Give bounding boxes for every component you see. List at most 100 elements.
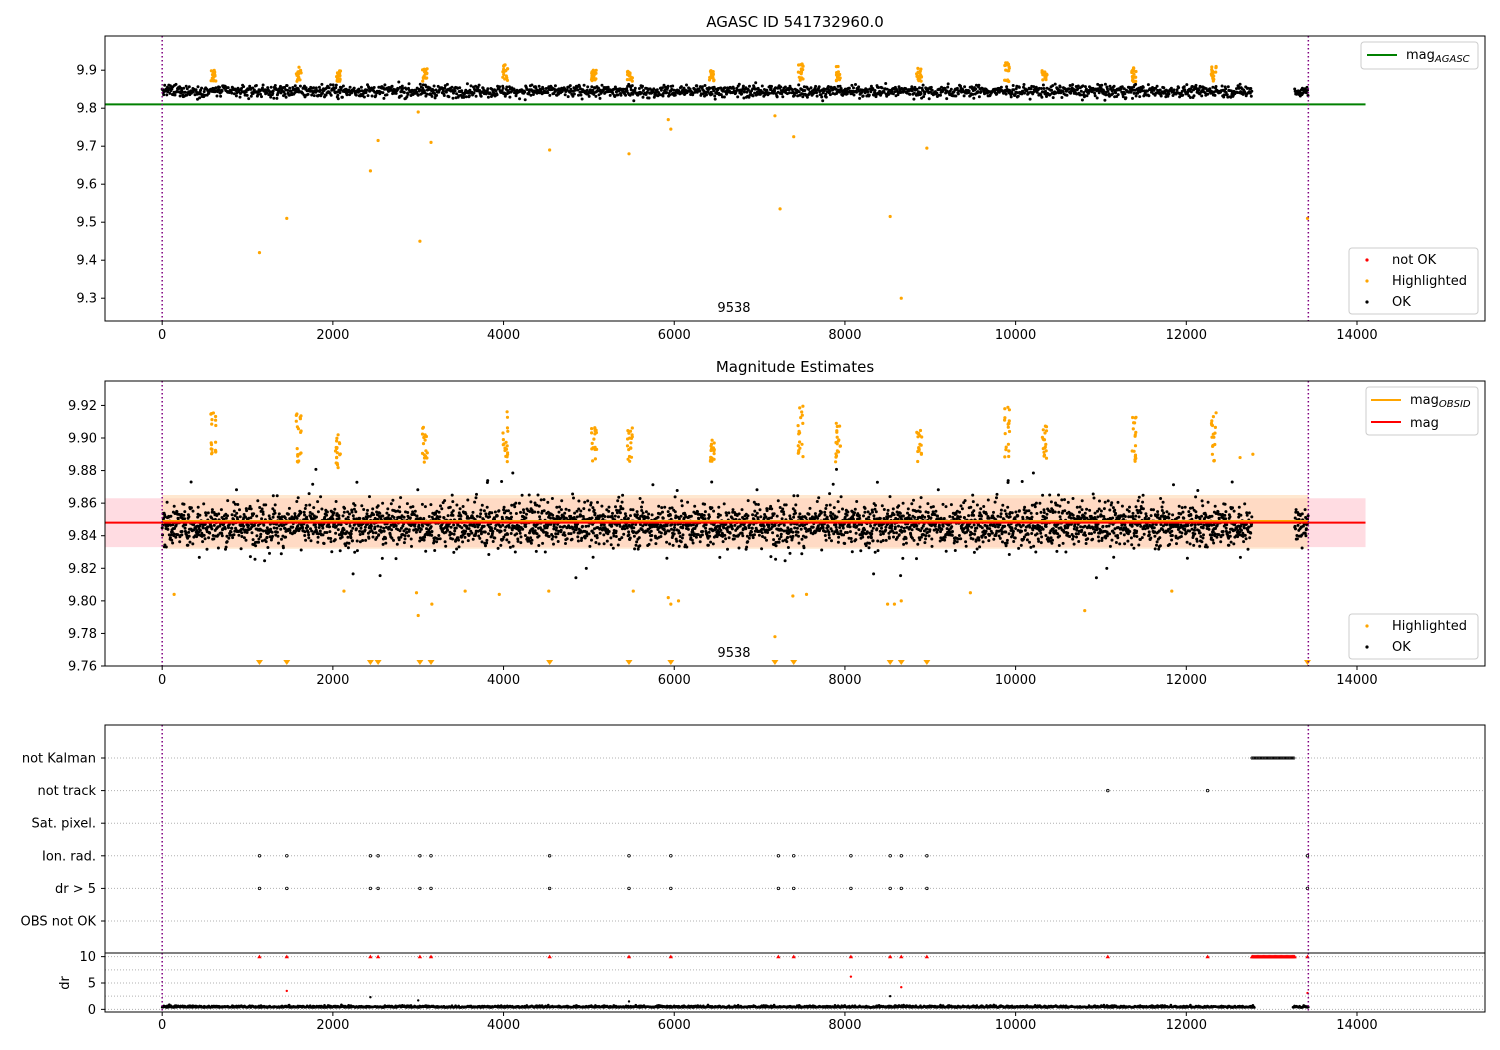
ok-point xyxy=(835,467,838,471)
ok-point xyxy=(269,95,273,99)
ok-point xyxy=(801,95,805,99)
ok-point xyxy=(367,536,371,540)
ok-point xyxy=(713,94,717,98)
ok-point xyxy=(598,96,602,100)
ok-point xyxy=(311,91,315,95)
ok-point xyxy=(705,531,709,535)
ok-point xyxy=(689,514,693,518)
highlighted-point xyxy=(1210,65,1214,69)
ok-point xyxy=(430,533,434,537)
highlighted-point xyxy=(1005,61,1009,65)
highlighted-point xyxy=(666,118,670,122)
ok-point xyxy=(673,495,677,499)
ok-point xyxy=(1051,84,1055,88)
ok-point xyxy=(508,95,512,99)
highlighted-point xyxy=(299,71,303,75)
ok-point xyxy=(394,91,398,95)
ok-point xyxy=(344,544,348,548)
panel1-title: AGASC ID 541732960.0 xyxy=(706,13,884,31)
ok-point xyxy=(758,508,762,512)
ok-point xyxy=(564,507,568,511)
highlighted-point xyxy=(925,146,929,150)
ok-point xyxy=(854,83,857,86)
ok-point xyxy=(242,536,246,540)
ok-point xyxy=(831,482,835,486)
ok-point xyxy=(1123,92,1127,96)
ok-point xyxy=(641,84,644,88)
ok-point xyxy=(513,505,517,509)
ok-point xyxy=(511,471,515,475)
ok-point xyxy=(696,510,699,514)
ok-point xyxy=(773,89,777,93)
ok-point xyxy=(301,526,305,530)
ok-point xyxy=(358,517,362,520)
ok-point xyxy=(493,510,497,514)
ok-point xyxy=(603,515,607,518)
ok-point xyxy=(485,541,489,545)
ok-point xyxy=(271,89,275,93)
ok-point xyxy=(314,86,318,90)
ok-point xyxy=(536,510,540,514)
panel1-legend-upper: magAGASC xyxy=(1360,41,1479,70)
ok-point xyxy=(198,96,202,100)
ok-point xyxy=(1194,83,1198,87)
ok-point xyxy=(750,526,754,530)
ok-point xyxy=(432,84,436,88)
ok-point xyxy=(447,95,451,99)
ok-point xyxy=(685,545,689,549)
ok-point xyxy=(827,530,831,534)
ok-point xyxy=(260,507,264,511)
ok-point xyxy=(550,537,554,541)
ok-point xyxy=(1181,93,1185,97)
ok-point xyxy=(929,85,933,89)
ok-point xyxy=(423,505,427,509)
ok-point xyxy=(422,538,426,542)
ok-point xyxy=(602,533,606,537)
legend-marker-highlighted xyxy=(1365,279,1369,283)
ok-point xyxy=(502,505,506,509)
ok-point xyxy=(772,512,776,516)
ok-point xyxy=(566,95,570,99)
ok-point xyxy=(178,94,182,98)
ok-point xyxy=(685,83,688,87)
ok-point xyxy=(482,509,486,513)
ok-point xyxy=(1058,85,1062,89)
ok-point xyxy=(552,542,555,546)
ok-point xyxy=(251,538,255,542)
ok-point xyxy=(334,83,338,87)
ok-point xyxy=(449,525,453,529)
ok-point xyxy=(480,503,484,507)
ok-point xyxy=(530,83,534,87)
ok-point xyxy=(295,500,299,503)
ok-point xyxy=(419,527,423,531)
ok-point xyxy=(782,512,786,516)
ok-point xyxy=(322,542,326,545)
ok-point xyxy=(183,510,187,514)
ok-point xyxy=(487,553,491,556)
highlighted-point xyxy=(1043,70,1047,74)
ok-point xyxy=(279,84,282,88)
ok-point xyxy=(710,480,714,484)
ok-point xyxy=(766,531,770,534)
ok-point xyxy=(550,497,554,500)
ok-point xyxy=(224,545,228,549)
ok-point xyxy=(186,543,190,547)
ok-point xyxy=(307,492,311,496)
ok-point xyxy=(945,97,949,101)
ok-point xyxy=(1102,90,1106,93)
ok-point xyxy=(293,512,297,516)
ok-point xyxy=(239,547,243,551)
ok-point xyxy=(439,504,442,508)
ok-point xyxy=(731,508,735,512)
ok-point xyxy=(529,541,533,545)
ok-point xyxy=(346,535,350,539)
highlighted-point xyxy=(625,78,630,82)
ok-point xyxy=(182,513,186,517)
ok-point xyxy=(500,89,504,93)
ok-point xyxy=(402,515,406,519)
highlighted-point xyxy=(548,148,552,152)
ok-point xyxy=(182,86,186,90)
ok-point xyxy=(747,536,751,540)
ok-point xyxy=(703,502,707,506)
x-tick-label: 14000 xyxy=(1336,328,1377,343)
